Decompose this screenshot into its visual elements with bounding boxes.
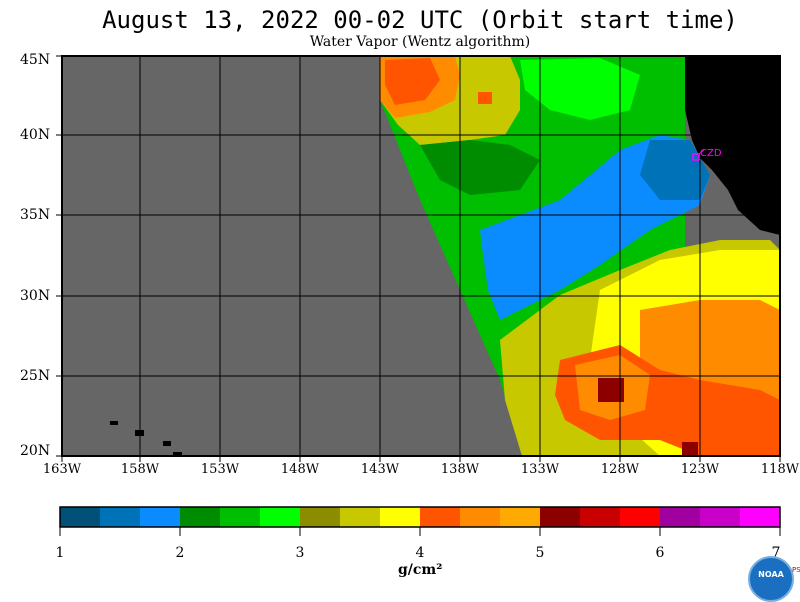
colorbar-swatch	[700, 507, 741, 527]
colorbar-label-5: 5	[535, 545, 545, 561]
colorbar-swatch	[540, 507, 581, 527]
colorbar-swatch	[740, 507, 781, 527]
lat-label-20n: 20N	[20, 443, 51, 459]
colorbar-swatch	[300, 507, 341, 527]
colorbar-swatch	[460, 507, 501, 527]
lat-label-40n: 40N	[20, 127, 51, 143]
lon-label-138w: 138W	[440, 462, 480, 477]
colorbar-swatch	[220, 507, 261, 527]
lon-label-163w: 163W	[42, 462, 82, 477]
lat-label-30n: 30N	[20, 288, 51, 304]
lat-label-45n: 45N	[20, 52, 51, 68]
noaa-logo-text: NOAA	[758, 570, 784, 579]
lon-label-118w: 118W	[760, 462, 800, 477]
colorbar-label-3: 3	[295, 545, 305, 561]
colorbar-ticks	[59, 527, 781, 536]
colorbar-label-2: 2	[175, 545, 185, 561]
lon-label-143w: 143W	[360, 462, 400, 477]
colorbar-swatch	[380, 507, 421, 527]
colorbar-swatch	[580, 507, 621, 527]
colorbar-swatch	[420, 507, 461, 527]
colorbar-label-6: 6	[655, 545, 665, 561]
lat-lon-grid	[62, 56, 780, 456]
page-subtitle: Water Vapor (Wentz algorithm)	[309, 34, 531, 50]
lon-label-128w: 128W	[600, 462, 640, 477]
lon-label-123w: 123W	[680, 462, 720, 477]
colorbar-swatch	[660, 507, 701, 527]
colorbar-label-4: 4	[415, 545, 425, 561]
page-title: August 13, 2022 00-02 UTC (Orbit start t…	[102, 6, 738, 34]
lat-label-35n: 35N	[20, 207, 51, 223]
station-marker	[692, 153, 700, 161]
colorbar-units: g/cm²	[398, 562, 443, 578]
psl-text: PSL	[792, 566, 800, 574]
water-vapor-swath	[380, 56, 780, 456]
noaa-logo: NOAA	[748, 556, 794, 602]
colorbar-swatch	[60, 507, 101, 527]
colorbar-label-1: 1	[55, 545, 65, 561]
colorbar-swatch	[340, 507, 381, 527]
lon-label-148w: 148W	[280, 462, 320, 477]
colorbar-swatch	[500, 507, 541, 527]
colorbar-swatch	[180, 507, 221, 527]
map-frame	[61, 55, 781, 457]
station-label: CZD	[700, 148, 722, 159]
colorbar-swatch	[260, 507, 301, 527]
colorbar	[60, 507, 781, 527]
colorbar-swatch	[620, 507, 661, 527]
lon-label-133w: 133W	[520, 462, 560, 477]
colorbar-swatch	[100, 507, 141, 527]
axis-ticks	[56, 55, 781, 462]
colorbar-swatch	[140, 507, 181, 527]
lon-label-158w: 158W	[120, 462, 160, 477]
colorbar-label-7: 7	[771, 545, 781, 561]
lon-label-153w: 153W	[200, 462, 240, 477]
land-north-america	[685, 56, 780, 235]
lat-label-25n: 25N	[20, 368, 51, 384]
